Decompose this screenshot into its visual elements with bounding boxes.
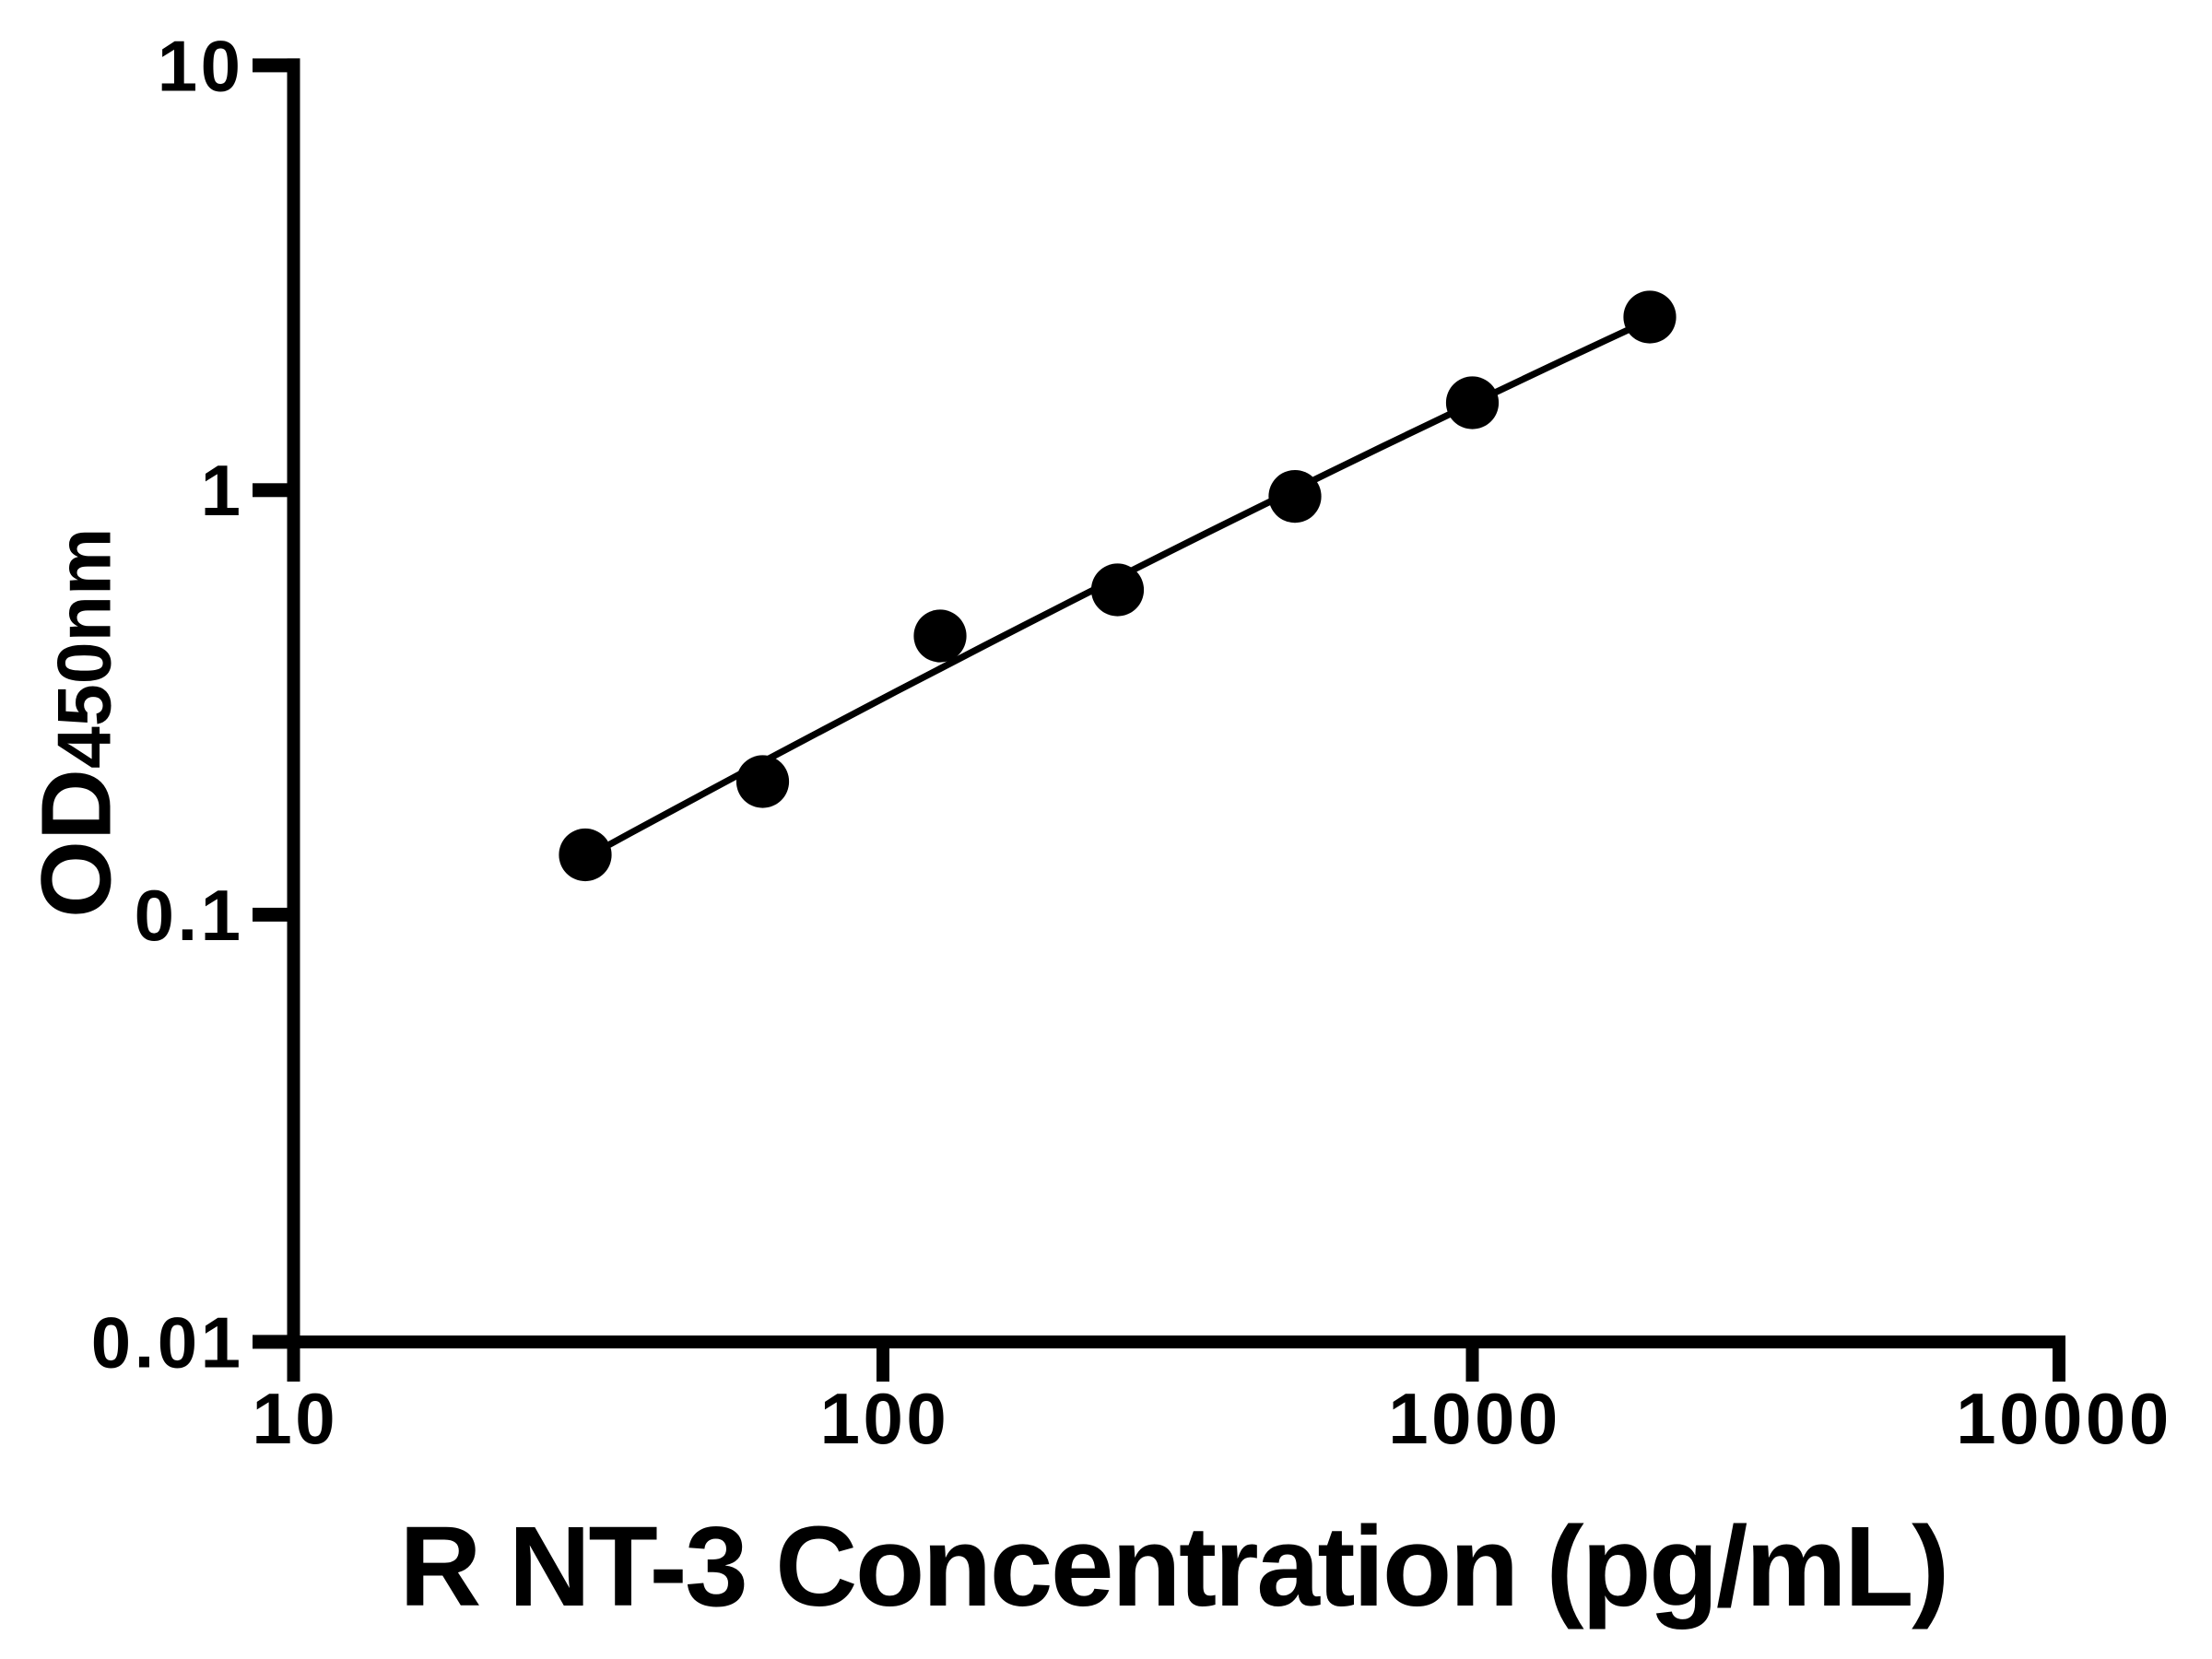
svg-text:0.1: 0.1: [135, 875, 244, 956]
svg-text:R NT-3 Concentration (pg/mL): R NT-3 Concentration (pg/mL): [399, 1503, 1947, 1630]
svg-text:1000: 1000: [1388, 1378, 1561, 1459]
svg-text:10000: 10000: [1956, 1378, 2171, 1459]
svg-text:100: 100: [820, 1378, 950, 1459]
svg-text:10: 10: [252, 1378, 338, 1459]
svg-text:0.01: 0.01: [91, 1301, 244, 1382]
svg-text:1: 1: [201, 450, 244, 531]
svg-text:OD450nm: OD450nm: [20, 528, 132, 918]
svg-text:10: 10: [158, 25, 244, 106]
